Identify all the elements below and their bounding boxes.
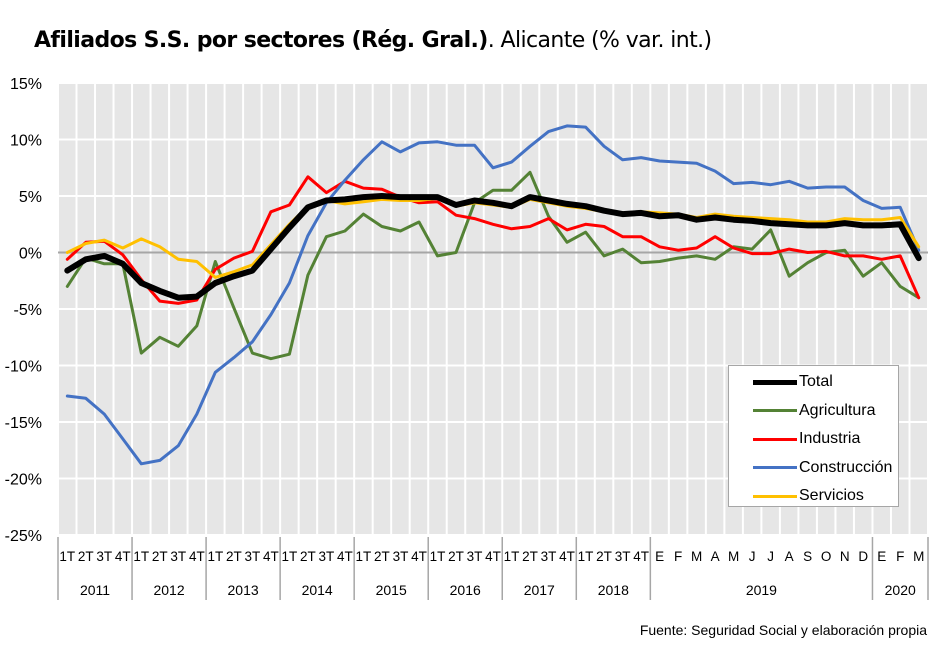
x-tick-label: 4T (485, 549, 501, 564)
x-tick-label: M (728, 549, 739, 564)
y-tick-label: 10% (10, 133, 42, 150)
x-tick-label: 2T (596, 549, 612, 564)
x-tick-label: 2T (300, 549, 316, 564)
x-tick-label: 2T (78, 549, 94, 564)
x-tick-label: F (674, 549, 682, 564)
legend-item-total: Total (729, 368, 898, 397)
x-tick-label: 1T (430, 549, 446, 564)
y-tick-label: 15% (10, 76, 42, 93)
legend-item-construccion: Construcción (729, 454, 898, 483)
x-tick-label: 3T (96, 549, 112, 564)
chart-title-subtitle: . Alicante (% var. int.) (487, 28, 712, 53)
x-tick-label: 2T (374, 549, 390, 564)
x-tick-label: 2T (226, 549, 242, 564)
x-year-label: 2011 (80, 582, 110, 598)
legend-item-industria: Industria (729, 425, 898, 454)
x-tick-label: A (711, 549, 720, 564)
x-tick-label: 3T (244, 549, 260, 564)
legend-label: Agricultura (799, 401, 876, 419)
chart-title-main: Afiliados S.S. por sectores (Rég. Gral.) (34, 28, 488, 53)
x-tick-label: 2T (152, 549, 168, 564)
x-tick-label: 3T (319, 549, 335, 564)
x-tick-label: 1T (356, 549, 372, 564)
legend-swatch-servicios (753, 494, 797, 498)
x-year-label: 2016 (450, 582, 481, 598)
x-tick-label: 3T (541, 549, 557, 564)
x-tick-label: M (691, 549, 702, 564)
x-tick-label: 3T (615, 549, 631, 564)
x-year-label: 2014 (302, 582, 333, 598)
y-tick-label: 0% (19, 246, 42, 263)
x-tick-label: 1T (504, 549, 520, 564)
legend-item-servicios: Servicios (729, 482, 898, 511)
series-line-industria (65, 175, 921, 305)
legend-swatch-agricultura (753, 409, 797, 413)
y-tick-label: -25% (5, 528, 42, 545)
chart-title: Afiliados S.S. por sectores (Rég. Gral.)… (34, 28, 712, 53)
legend-label: Servicios (799, 487, 864, 505)
x-tick-label: F (896, 549, 904, 564)
legend-label: Construcción (799, 458, 893, 476)
x-tick-label: 1T (578, 549, 594, 564)
x-tick-label: A (785, 549, 794, 564)
x-tick-label: 4T (559, 549, 575, 564)
x-axis: 1T 2T 3T 4T 1T 2T 3T 4T 1T 2T 3T 4T 1T 2T 3T 4T 1T 2T 3T 4T… (57, 537, 929, 600)
x-tick-label: 1T (207, 549, 223, 564)
x-tick-label: 3T (467, 549, 483, 564)
x-tick-label: 4T (633, 549, 649, 564)
y-tick-label: -20% (5, 472, 42, 489)
x-tick-label: 4T (189, 549, 205, 564)
x-tick-label: 3T (393, 549, 409, 564)
x-tick-label: 4T (337, 549, 353, 564)
y-tick-label: -10% (5, 359, 42, 376)
x-tick-label: 2T (448, 549, 464, 564)
y-tick-label: 5% (19, 189, 42, 206)
series-line-construccion (65, 124, 921, 466)
x-tick-label: 4T (115, 549, 131, 564)
x-tick-label: D (858, 549, 868, 564)
legend-item-agricultura: Agricultura (729, 397, 898, 426)
x-tick-label: M (913, 549, 924, 564)
x-year-label: 2019 (746, 582, 777, 598)
x-year-label: 2017 (524, 582, 555, 598)
series-line-total (64, 193, 922, 301)
source-note: Fuente: Seguridad Social y elaboración p… (639, 622, 927, 638)
x-tick-label: N (840, 549, 850, 564)
x-tick-label: 1T (59, 549, 75, 564)
x-year-label: 2013 (228, 582, 259, 598)
x-tick-label: S (803, 549, 812, 564)
x-tick-label: 1T (282, 549, 298, 564)
x-tick-label: O (821, 549, 832, 564)
x-year-label: 2018 (598, 582, 629, 598)
x-year-label: 2015 (376, 582, 407, 598)
x-tick-label: 4T (411, 549, 427, 564)
x-tick-label: 2T (522, 549, 538, 564)
x-tick-label: E (877, 549, 886, 564)
x-tick-label: J (767, 549, 774, 564)
x-year-label: 2020 (885, 582, 916, 598)
series-lines (64, 124, 922, 466)
x-tick-label: 3T (170, 549, 186, 564)
x-tick-label: 4T (263, 549, 279, 564)
legend-label: Industria (799, 430, 861, 448)
legend-swatch-industria (753, 437, 797, 441)
y-tick-label: -5% (14, 302, 42, 319)
legend-swatch-construccion (753, 466, 797, 470)
legend-swatch-total (753, 379, 797, 385)
x-tick-label: E (655, 549, 664, 564)
x-tick-label: 1T (133, 549, 149, 564)
x-tick-label: J (749, 549, 756, 564)
x-year-label: 2012 (153, 582, 184, 598)
y-tick-label: -15% (5, 415, 42, 432)
series-line-agricultura (65, 170, 921, 361)
y-axis: 15% 10% 5% 0% -5% -10% -15% -20% -25% (5, 76, 42, 545)
legend: Total Agricultura Industria Construcción… (728, 365, 899, 507)
legend-label: Total (799, 373, 833, 391)
